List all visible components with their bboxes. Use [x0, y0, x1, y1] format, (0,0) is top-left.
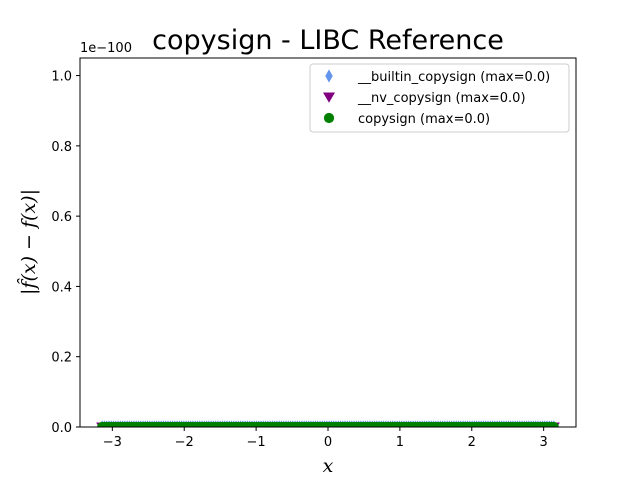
- legend-label-nv-copysign: __nv_copysign (max=0.0): [357, 91, 526, 106]
- y-tick-label: 0.8: [51, 140, 72, 155]
- legend-marker-1: [323, 92, 335, 103]
- y-axis-offset-label: 1e−100: [80, 41, 132, 56]
- y-axis-label: |f̂(x) − f(x)|: [17, 189, 40, 295]
- series-2: [97, 421, 559, 427]
- legend-label-copysign: copysign (max=0.0): [358, 112, 490, 127]
- x-tick-label: −1: [247, 435, 266, 450]
- x-axis-ticks: −3 −2 −1 0 1 2 3: [103, 427, 548, 450]
- data-points: [96, 420, 560, 427]
- plot-frame: [79, 57, 577, 428]
- data-point: [548, 421, 559, 427]
- legend-label-builtin-copysign: __builtin_copysign (max=0.0): [357, 70, 550, 85]
- y-tick-label: 0.2: [51, 351, 72, 366]
- y-tick-label: 1.0: [51, 70, 72, 85]
- legend-marker-2: [323, 112, 335, 124]
- x-tick-label: −2: [175, 435, 194, 450]
- y-tick-label: 0.6: [51, 210, 72, 225]
- chart-title: copysign - LIBC Reference: [152, 25, 504, 56]
- y-tick-label: 0.4: [51, 280, 72, 295]
- legend-marker-0: [325, 69, 333, 83]
- y-tick-label: 0.0: [51, 421, 72, 436]
- legend: __builtin_copysign (max=0.0) __nv_copysi…: [309, 63, 570, 133]
- x-tick-label: −3: [103, 435, 122, 450]
- x-tick-label: 1: [396, 435, 404, 450]
- x-tick-label: 3: [540, 435, 548, 450]
- legend-box: [309, 63, 570, 133]
- x-tick-label: 0: [324, 435, 332, 450]
- x-axis-label: x: [323, 455, 334, 477]
- x-tick-label: 2: [468, 435, 476, 450]
- y-axis-ticks: 0.0 0.2 0.4 0.6 0.8 1.0: [51, 70, 80, 436]
